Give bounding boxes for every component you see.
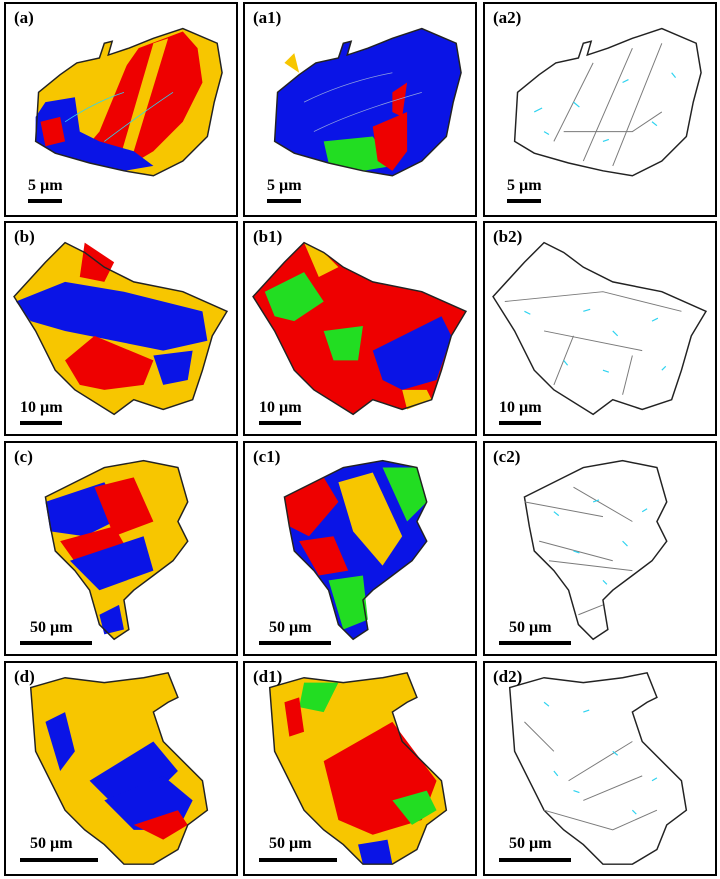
- scale-label: 50 µm: [509, 619, 552, 636]
- panel-b1: (b1) 10 µm: [243, 221, 477, 436]
- panel-label: (d1): [253, 667, 283, 686]
- panel-label: (d2): [493, 667, 523, 686]
- scale-label: 50 µm: [269, 835, 312, 852]
- panel-b2: (b2) 10 µm: [483, 221, 717, 436]
- scale-label: 10 µm: [499, 399, 542, 416]
- scale-bar: [499, 858, 571, 862]
- panel-label: (c2): [493, 447, 521, 466]
- panel-label: (a): [14, 8, 34, 27]
- panel-c2: (c2) 50 µm: [483, 441, 717, 656]
- orientation-map-c1: [283, 459, 428, 641]
- boundary-map-b2: [492, 241, 708, 416]
- orientation-map-d: [29, 671, 209, 865]
- panel-label: (d): [14, 667, 35, 686]
- scale-bar: [28, 199, 62, 203]
- scale-bar: [259, 858, 337, 862]
- panel-label: (b): [14, 227, 35, 246]
- orientation-map-c: [44, 459, 189, 641]
- scale-bar: [267, 199, 301, 203]
- panel-label: (a1): [253, 8, 282, 27]
- scale-label: 50 µm: [269, 619, 312, 636]
- panel-a2: (a2) 5 µm: [483, 2, 717, 217]
- scale-label: 5 µm: [267, 177, 302, 194]
- orientation-map-d1: [268, 671, 448, 865]
- scale-label: 50 µm: [30, 619, 73, 636]
- boundary-map-c2: [523, 459, 668, 641]
- panel-d1: (d1) 50 µm: [243, 661, 477, 876]
- orientation-map-b: [13, 241, 229, 416]
- scale-bar: [499, 641, 571, 645]
- scale-bar: [20, 858, 98, 862]
- panel-d2: (d2) 50 µm: [483, 661, 717, 876]
- scale-bar: [499, 421, 541, 425]
- panel-label: (c1): [253, 447, 281, 466]
- scale-bar: [20, 641, 92, 645]
- boundary-map-d2: [508, 671, 688, 865]
- orientation-map-a1: [273, 27, 462, 177]
- scale-label: 5 µm: [28, 177, 63, 194]
- scale-label: 5 µm: [507, 177, 542, 194]
- scale-label: 10 µm: [259, 399, 302, 416]
- panel-label: (c): [14, 447, 33, 466]
- orientation-map-b1: [252, 241, 468, 416]
- scale-label: 50 µm: [30, 835, 73, 852]
- scale-bar: [259, 421, 301, 425]
- panel-c: (c) 50 µm: [4, 441, 238, 656]
- scale-bar: [507, 199, 541, 203]
- panel-a: (a) 5 µm: [4, 2, 238, 217]
- scale-label: 50 µm: [509, 835, 552, 852]
- boundary-map-a2: [513, 27, 702, 177]
- panel-label: (a2): [493, 8, 522, 27]
- panel-label: (b2): [493, 227, 523, 246]
- scale-bar: [259, 641, 331, 645]
- panel-label: (b1): [253, 227, 283, 246]
- panel-b: (b) 10 µm: [4, 221, 238, 436]
- panel-d: (d) 50 µm: [4, 661, 238, 876]
- scale-label: 10 µm: [20, 399, 63, 416]
- panel-a1: (a1) 5 µm: [243, 2, 477, 217]
- orientation-map-a: [34, 27, 223, 177]
- scale-bar: [20, 421, 62, 425]
- panel-c1: (c1) 50 µm: [243, 441, 477, 656]
